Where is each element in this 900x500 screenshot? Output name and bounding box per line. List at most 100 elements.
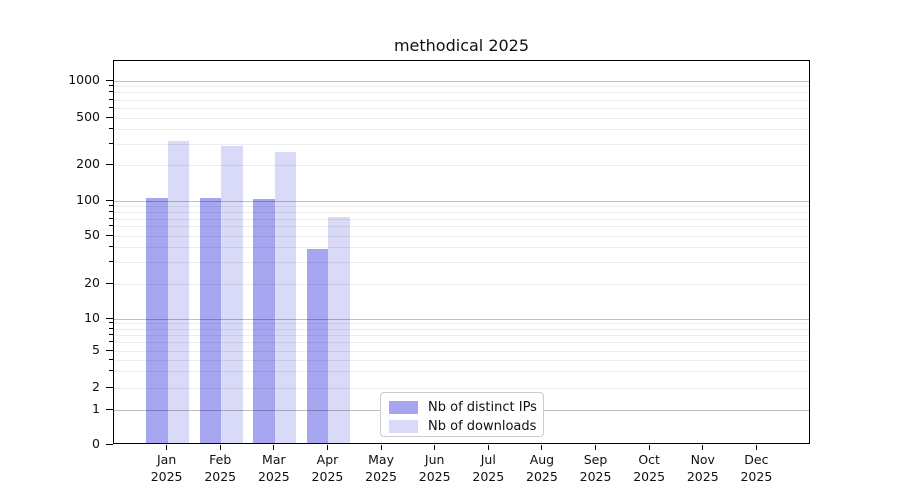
bar-downloads-feb — [221, 145, 243, 443]
y-axis-tick-label: 100 — [76, 192, 100, 207]
gridline-minor — [114, 235, 809, 237]
x-tick-year: 2025 — [686, 469, 719, 484]
bar-downloads-jan — [167, 140, 189, 443]
x-axis-tick-label: May 2025 — [336, 451, 426, 485]
legend-item-downloads: Nb of downloads — [389, 417, 543, 435]
x-tick-year: 2025 — [150, 469, 183, 484]
chart-title: methodical 2025 — [393, 36, 530, 55]
x-axis-tick-label: Apr 2025 — [282, 451, 372, 485]
y-axis-tick-label: 1000 — [68, 72, 100, 87]
x-tick-year: 2025 — [311, 469, 344, 484]
x-axis-tick-mark — [166, 445, 168, 450]
y-axis-minor-tick-mark — [109, 142, 113, 144]
bars-layer — [114, 61, 809, 443]
gridline-minor — [114, 371, 809, 373]
y-axis-tick-label: 200 — [76, 156, 100, 171]
gridline-minor — [114, 247, 809, 249]
x-axis-tick-label: Jan 2025 — [122, 451, 212, 485]
gridline-minor — [114, 128, 809, 130]
y-axis-tick-label: 10 — [84, 310, 100, 325]
y-axis-minor-tick-mark — [109, 225, 113, 227]
x-axis-tick-mark — [702, 445, 704, 450]
y-axis-minor-tick-mark — [109, 358, 113, 360]
gridline-minor — [114, 359, 809, 361]
x-axis-tick-mark — [434, 445, 436, 450]
x-tick-month: Jul — [480, 452, 496, 467]
gridline-minor — [114, 143, 809, 145]
legend-label-downloads: Nb of downloads — [428, 418, 537, 434]
x-tick-month: Jun — [424, 452, 445, 467]
bar-distinct-ips-feb — [199, 197, 222, 443]
legend-item-distinct-ips: Nb of distinct IPs — [389, 398, 543, 416]
legend: Nb of distinct IPs Nb of downloads — [380, 392, 544, 437]
y-axis-minor-tick-mark — [109, 204, 113, 206]
x-tick-month: Jan — [156, 452, 177, 467]
gridline-minor — [114, 117, 809, 119]
y-axis-minor-tick-mark — [109, 333, 113, 335]
y-axis-minor-tick-mark — [109, 217, 113, 219]
y-axis-tick-label: 500 — [76, 109, 100, 124]
x-tick-year: 2025 — [418, 469, 451, 484]
x-tick-month: Mar — [262, 452, 286, 467]
y-axis-tick-label: 20 — [84, 275, 100, 290]
plot-area — [113, 60, 810, 444]
x-axis-tick-mark — [541, 445, 543, 450]
y-axis-minor-tick-mark — [109, 322, 113, 324]
y-axis-minor-tick-mark — [109, 85, 113, 87]
x-tick-month: Feb — [209, 452, 232, 467]
x-tick-month: Aug — [529, 452, 555, 467]
y-axis-tick-label: 2 — [92, 379, 100, 394]
x-tick-month: Nov — [690, 452, 715, 467]
x-axis-tick-label: Jun 2025 — [390, 451, 480, 485]
gridline-minor — [114, 86, 809, 88]
y-axis-tick-label: 50 — [84, 227, 100, 242]
x-tick-month: Apr — [316, 452, 339, 467]
y-axis-tick-label: 1 — [92, 401, 100, 416]
y-axis-minor-tick-mark — [109, 98, 113, 100]
x-axis-tick-label: Jul 2025 — [443, 451, 533, 485]
x-axis-tick-mark — [487, 445, 489, 450]
gridline-minor — [114, 218, 809, 220]
gridline-major — [114, 318, 809, 320]
x-tick-year: 2025 — [633, 469, 666, 484]
gridline-minor — [114, 211, 809, 213]
y-axis-tick-label: 5 — [92, 342, 100, 357]
legend-swatch-downloads — [389, 419, 418, 433]
y-axis-minor-tick-mark — [109, 261, 113, 263]
gridline-minor — [114, 387, 809, 389]
gridline-minor — [114, 323, 809, 325]
y-axis-minor-tick-mark — [109, 349, 113, 351]
y-axis-minor-tick-mark — [109, 386, 113, 388]
gridline-minor — [114, 226, 809, 228]
y-axis-tick-mark — [106, 79, 113, 81]
x-axis-tick-label: Feb 2025 — [175, 451, 265, 485]
y-axis-tick-mark — [106, 443, 113, 445]
y-axis-minor-tick-mark — [109, 327, 113, 329]
x-axis-tick-mark — [326, 445, 328, 450]
legend-label-distinct-ips: Nb of distinct IPs — [428, 399, 537, 415]
y-axis-minor-tick-mark — [109, 234, 113, 236]
gridline-major — [114, 80, 809, 82]
gridline-minor — [114, 283, 809, 285]
x-tick-month: May — [368, 452, 394, 467]
y-axis-minor-tick-mark — [109, 127, 113, 129]
bar-distinct-ips-apr — [307, 249, 329, 443]
y-axis-minor-tick-mark — [109, 116, 113, 118]
y-axis-tick-label: 0 — [92, 436, 100, 451]
x-axis-tick-label: Nov 2025 — [658, 451, 748, 485]
bar-downloads-mar — [274, 151, 297, 443]
x-tick-year: 2025 — [365, 469, 397, 484]
gridline-minor — [114, 99, 809, 101]
gridline-minor — [114, 92, 809, 94]
x-axis-tick-mark — [755, 445, 757, 450]
x-tick-month: Sep — [583, 452, 608, 467]
gridline-minor — [114, 262, 809, 264]
x-axis-tick-label: Sep 2025 — [551, 451, 641, 485]
y-axis-tick-mark — [106, 408, 113, 410]
x-axis-tick-mark — [380, 445, 382, 450]
x-tick-month: Oct — [638, 452, 660, 467]
y-axis-minor-tick-mark — [109, 246, 113, 248]
y-axis-minor-tick-mark — [109, 282, 113, 284]
gridline-minor — [114, 328, 809, 330]
